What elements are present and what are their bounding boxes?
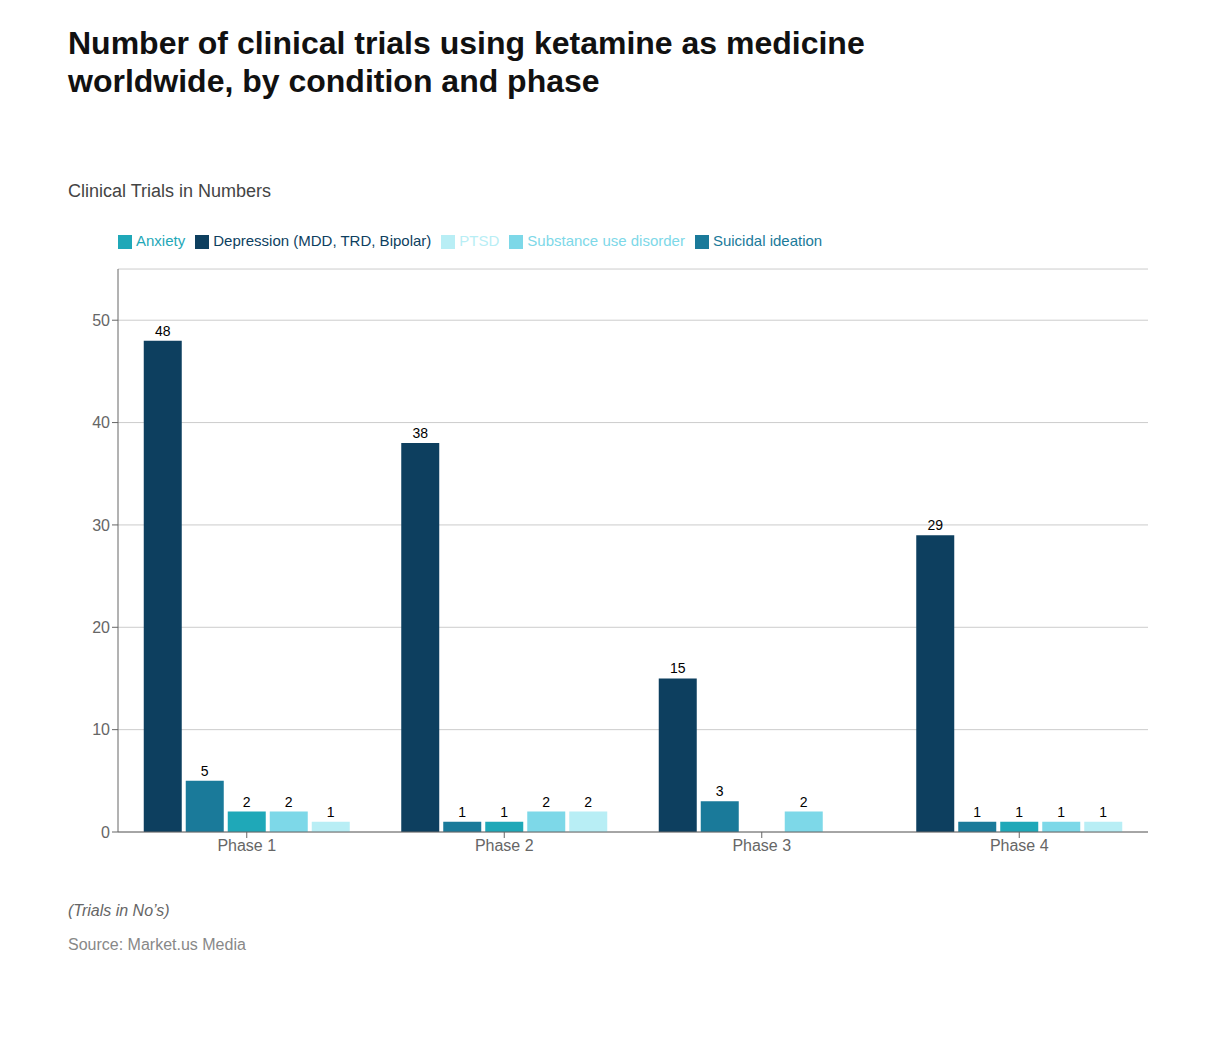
html-text:Clinical Trials in Numbers: Clinical Trials in Numbers — [68, 180, 272, 201]
html-text:Depression (MDD, TRD, Bipolar): Depression (MDD, TRD, Bipolar) — [213, 231, 432, 249]
svg-text:1: 1 — [1057, 804, 1065, 820]
svg-text:29: 29 — [927, 517, 943, 533]
svg-text:0: 0 — [101, 823, 110, 840]
svg-text:1: 1 — [500, 804, 508, 820]
html-text:Anxiety: Anxiety — [136, 231, 186, 249]
html-text:(Trials in No’s): (Trials in No’s) — [68, 901, 170, 919]
svg-text:1: 1 — [327, 804, 335, 820]
svg-text:38: 38 — [412, 425, 428, 441]
svg-text:48: 48 — [155, 322, 171, 338]
html-text:PTSD: PTSD — [459, 231, 500, 249]
svg-text:2: 2 — [285, 793, 293, 809]
svg-text:2: 2 — [800, 793, 808, 809]
svg-text:Phase 2: Phase 2 — [475, 837, 534, 854]
svg-text:5: 5 — [201, 763, 209, 779]
html-text:Source: Market.us Media: Source: Market.us Media — [68, 935, 246, 953]
svg-text:20: 20 — [92, 619, 110, 636]
html-text:Substance use disorder: Substance use disorder — [527, 231, 685, 249]
html-text:Suicidal ideation: Suicidal ideation — [712, 231, 823, 249]
svg-text:1: 1 — [1015, 804, 1023, 820]
svg-text:2: 2 — [542, 793, 550, 809]
svg-text:10: 10 — [92, 721, 110, 738]
svg-text:30: 30 — [92, 516, 110, 533]
svg-text:Phase 3: Phase 3 — [732, 837, 791, 854]
svg-text:Phase 1: Phase 1 — [217, 837, 276, 854]
svg-text:50: 50 — [92, 312, 110, 329]
svg-text:1: 1 — [458, 804, 466, 820]
svg-text:Phase 4: Phase 4 — [990, 837, 1049, 854]
svg-text:2: 2 — [584, 793, 592, 809]
svg-text:2: 2 — [243, 793, 251, 809]
html-text:Number of clinical trials usin: Number of clinical trials using ketamine… — [68, 25, 865, 100]
svg-text:40: 40 — [92, 414, 110, 431]
svg-text:15: 15 — [670, 660, 686, 676]
svg-text:1: 1 — [973, 804, 981, 820]
svg-text:3: 3 — [716, 783, 724, 799]
svg-text:1: 1 — [1099, 804, 1107, 820]
